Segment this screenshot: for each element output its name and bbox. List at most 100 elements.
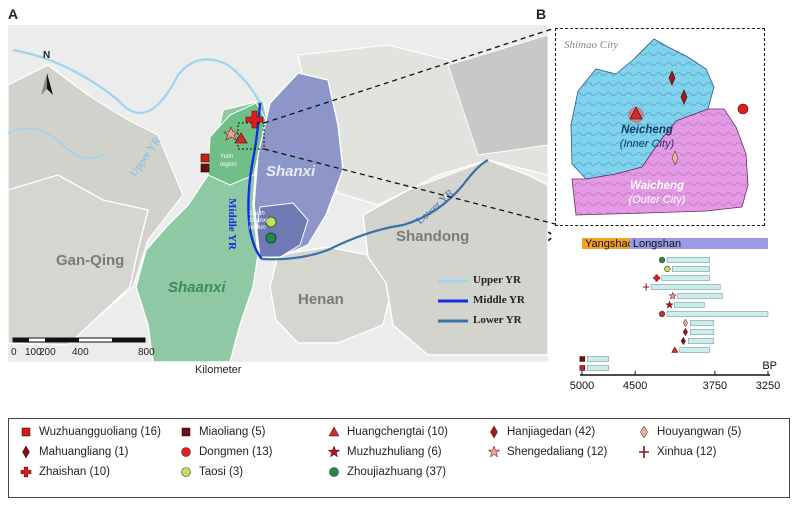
period-bar-yangshao <box>582 238 630 249</box>
upper-yr-river-2 <box>8 127 104 160</box>
x-tick-label-3250: 3250 <box>756 380 780 392</box>
legend-item-label: Dongmen (13) <box>199 446 273 458</box>
zhaishan-marker <box>245 110 264 129</box>
period-label-yangshao: Yangshao <box>585 238 634 250</box>
north-arrow-icon <box>47 73 53 95</box>
legend-upper-yr-text: Upper YR <box>473 274 521 286</box>
legend-item-mahuangliang: Mahuangliang (1) <box>19 445 129 459</box>
legend-item-wuzhuangguoliang: Wuzhuangguoliang (16) <box>19 425 161 439</box>
x-tick-label-4500: 4500 <box>623 380 647 392</box>
legend-item-miaoliang: Miaoliang (5) <box>179 425 265 439</box>
square-icon <box>181 427 191 437</box>
date-range-bar-muzhuzhuliang <box>674 302 705 308</box>
date-marker-miaoliang <box>579 356 586 362</box>
south-shanxi-region-label: South Shanxi region <box>249 211 268 231</box>
date-range-bar-huangchengtai <box>679 347 710 353</box>
neicheng-label: Neicheng <box>621 124 673 136</box>
diamond-icon <box>640 425 648 439</box>
date-range-bar-shengedaliang <box>677 293 723 299</box>
scale-tick-400: 400 <box>72 347 89 358</box>
date-range-bar-zhaishan <box>661 275 710 281</box>
zhoujiazhuang-marker <box>265 232 277 244</box>
date-range-bar-wuzhuangguoliang <box>587 365 609 371</box>
date-marker-zhaishan <box>653 274 661 282</box>
legend-item-xinhua: Xinhua (12) <box>637 445 716 459</box>
legend-item-label: Xinhua (12) <box>657 446 717 458</box>
date-marker-xinhua <box>642 283 650 291</box>
period-label-longshan: Longshan <box>633 238 681 250</box>
legend-item-label: Mahuangliang (1) <box>39 446 129 458</box>
date-marker-huangchengtai <box>671 346 679 353</box>
legend-item-label: Muzhuzhuliang (6) <box>347 446 442 458</box>
wuzhuangguoliang-marker <box>200 153 210 163</box>
legend-item-dongmen: Dongmen (13) <box>179 445 273 459</box>
square-icon <box>21 427 31 437</box>
diamond-icon <box>490 425 498 439</box>
x-axis-label: BP <box>762 360 777 372</box>
legend-item-label: Zhaishan (10) <box>39 466 110 478</box>
neicheng-contours <box>571 39 714 179</box>
legend-item-label: Shengedaliang (12) <box>507 446 608 458</box>
date-marker-mahuangliang <box>680 336 686 346</box>
legend-item-shengedaliang: Shengedaliang (12) <box>487 445 607 459</box>
date-marker-wuzhuangguoliang <box>579 365 586 371</box>
middle-yr-river <box>247 102 263 260</box>
circle-icon <box>181 447 191 457</box>
b-hanjiagedan-marker-1 <box>668 70 676 86</box>
circle-icon <box>329 467 339 477</box>
panel-b-label: B <box>536 6 547 22</box>
legend-item-houyangwan: Houyangwan (5) <box>637 425 741 439</box>
legend-item-huangchengtai: Huangchengtai (10) <box>327 425 448 439</box>
shengedaliang-marker <box>223 126 239 141</box>
legend-item-muzhuzhuliang: Muzhuzhuliang (6) <box>327 445 442 459</box>
date-marker-taosi <box>664 265 671 273</box>
waicheng-label: Waicheng <box>629 180 685 192</box>
city-detail-map: Shimao City Neicheng (Inner City) Waiche… <box>555 28 765 226</box>
period-bar-longshan <box>629 238 768 249</box>
date-marker-houyangwan <box>682 318 688 328</box>
legend-item-zhoujiazhuang: Zhoujiazhuang (37) <box>327 465 446 479</box>
north-label: N <box>43 50 51 61</box>
legend-middle-yr-text: Middle YR <box>473 294 525 306</box>
legend-item-label: Huangchengtai (10) <box>347 426 449 438</box>
city-name-label: Shimao City <box>564 39 619 51</box>
legend-item-label: Wuzhuangguoliang (16) <box>39 426 161 438</box>
miaoliang-marker <box>200 163 210 173</box>
diamond-icon <box>22 445 30 459</box>
legend-item-label: Hanjiagedan (42) <box>507 426 596 438</box>
scale-bar <box>12 337 146 343</box>
legend-lower-yr-text: Lower YR <box>473 314 522 326</box>
cross-icon <box>639 446 649 458</box>
shanxi-label: Shanxi <box>266 163 316 180</box>
date-marker-dongmen <box>658 310 666 318</box>
date-range-bar-houyangwan <box>690 320 715 326</box>
date-range-bar-zhoujiazhuang <box>666 257 710 263</box>
b-huangchengtai-marker <box>629 106 643 120</box>
legend-item-hanjiagedan: Hanjiagedan (42) <box>487 425 595 439</box>
date-range-bar-hanjiagedan <box>690 329 715 335</box>
plus-icon <box>20 466 32 478</box>
date-marker-zhoujiazhuang <box>658 256 666 264</box>
panel-a-label: A <box>8 6 19 22</box>
x-tick-label-3750: 3750 <box>703 380 727 392</box>
middle-yr-label: Middle YR <box>225 198 238 250</box>
triangle-icon <box>328 426 340 437</box>
henan-label: Henan <box>298 291 344 308</box>
b-houyangwan-marker <box>671 150 679 166</box>
scale-tick-0: 0 <box>11 347 17 358</box>
gan-qing-province <box>8 174 149 346</box>
date-marker-shengedaliang <box>668 291 677 300</box>
upper-yr-river <box>12 48 261 114</box>
date-range-bar-taosi <box>672 266 710 272</box>
scale-tick-200: 200 <box>39 347 56 358</box>
zoom-area-box <box>237 122 265 150</box>
legend-item-label: Miaoliang (5) <box>199 426 266 438</box>
star-icon <box>487 445 501 458</box>
x-tick-label-5000: 5000 <box>570 380 594 392</box>
waicheng-contours <box>572 109 748 215</box>
legend-item-label: Zhoujiazhuang (37) <box>347 466 447 478</box>
star-icon <box>327 445 341 458</box>
legend-item-taosi: Taosi (3) <box>179 465 243 479</box>
site-legend: Wuzhuangguoliang (16) Miaoliang (5) Huangc… <box>8 418 790 498</box>
scale-unit-label: Kilometer <box>195 364 242 376</box>
